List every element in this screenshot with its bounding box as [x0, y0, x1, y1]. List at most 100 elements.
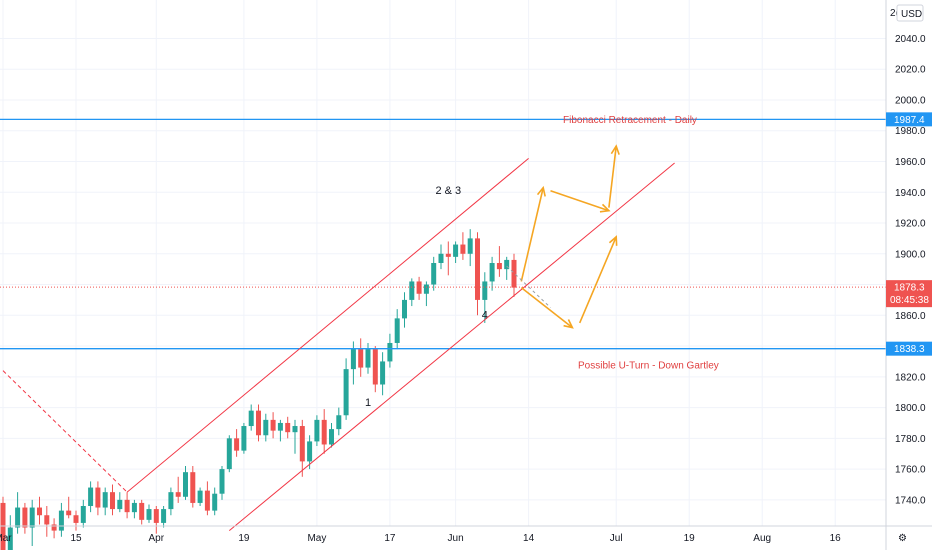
candle-body — [226, 438, 232, 470]
candle-up — [504, 256, 510, 280]
candle-up — [453, 241, 459, 263]
y-tick-label: 1980.0 — [895, 126, 926, 137]
projection-arrow[interactable] — [578, 236, 617, 324]
drawing-overlay: Fibonacci Retracement - Daily Possible U-… — [0, 115, 886, 531]
candle-body — [88, 487, 94, 507]
candle-up — [131, 499, 137, 519]
candle-body — [402, 299, 407, 319]
candle-up — [431, 256, 437, 291]
time-axis[interactable]: Mar 15 Apr 19 May 17 Jun 14 Jul 19 Aug 16 ⚙ — [0, 525, 932, 544]
candle-body — [29, 507, 35, 528]
candle-down — [190, 466, 196, 508]
candle-up — [88, 481, 94, 513]
current-price-label: 1878.3 — [894, 283, 925, 294]
channel-line[interactable] — [228, 162, 675, 531]
axis-settings-icon[interactable]: ⚙ — [898, 533, 907, 544]
candle-body — [365, 349, 371, 368]
fibonacci-annotation: Fibonacci Retracement - Daily — [563, 115, 697, 126]
candle-up — [336, 407, 342, 436]
candle-body — [190, 472, 196, 503]
candle-body — [394, 318, 400, 343]
y-tick-label: 2020.0 — [895, 65, 926, 76]
projection-arrow[interactable] — [608, 146, 617, 208]
candle-up — [292, 419, 298, 454]
candle-body — [489, 263, 495, 282]
x-tick-label: 17 — [384, 533, 396, 544]
price-axis[interactable]: 1740.01760.01780.01800.01820.01840.01860… — [885, 0, 932, 550]
candle-body — [183, 472, 188, 497]
candle-body — [22, 507, 28, 528]
candle-body — [343, 369, 349, 416]
x-tick-label: Apr — [149, 533, 165, 544]
candle-up — [146, 504, 152, 523]
candle-up — [387, 333, 393, 368]
candle-down — [175, 476, 181, 503]
candle-body — [475, 238, 480, 300]
candle-body — [131, 502, 137, 513]
y-tick-label: 1920.0 — [895, 219, 926, 230]
y-tick-label: 2000.0 — [895, 95, 926, 106]
candle-body — [496, 263, 502, 270]
candle-up — [29, 499, 35, 546]
candle-up — [197, 487, 203, 507]
candle-down — [95, 481, 101, 516]
projection-arrow[interactable] — [520, 187, 544, 282]
projection-arrow-head — [599, 203, 611, 213]
candle-down — [153, 506, 159, 534]
candle-body — [285, 422, 291, 433]
candle-up — [489, 256, 495, 291]
candle-body — [44, 515, 50, 525]
projection-arrow-head — [563, 319, 574, 329]
projection-arrow[interactable] — [550, 189, 610, 212]
candle-down — [321, 409, 327, 454]
candle-up — [226, 435, 232, 473]
candle-up — [212, 487, 218, 516]
candle-up — [329, 422, 334, 448]
candle-body — [95, 487, 101, 508]
candle-body — [387, 342, 393, 362]
candle-body — [380, 361, 386, 385]
x-tick-label: Jun — [448, 533, 464, 544]
candle-down — [66, 496, 72, 519]
candle-body — [15, 507, 21, 528]
dashed-path-line — [506, 265, 551, 308]
candle-body — [263, 419, 269, 436]
projection-arrow[interactable] — [520, 286, 573, 329]
currency-button[interactable] — [896, 4, 924, 22]
candle-body — [110, 492, 115, 510]
candle-body — [146, 509, 152, 520]
candle-up — [277, 419, 283, 442]
candle-body — [102, 492, 108, 508]
candle-body — [482, 281, 488, 300]
y-tick-label: 1860.0 — [895, 311, 926, 322]
channel-line[interactable] — [126, 158, 529, 493]
candle-body — [73, 515, 79, 523]
candle-up — [307, 435, 313, 470]
candle-body — [161, 509, 167, 523]
x-tick-label: 19 — [684, 533, 696, 544]
candle-body — [511, 259, 517, 288]
candle-body — [460, 244, 466, 254]
current-price-badge — [886, 280, 932, 308]
candle-body — [51, 524, 57, 531]
x-tick-label: Mar — [0, 533, 12, 544]
candle-body — [321, 419, 327, 445]
candle-up — [241, 422, 247, 454]
price-line-badge-label: 1987.4 — [894, 115, 925, 126]
candle-down — [358, 338, 364, 377]
y-tick-label: 1960.0 — [895, 157, 926, 168]
candle-down — [139, 499, 145, 525]
candle-body — [37, 507, 42, 516]
candle-down — [51, 518, 57, 539]
dashed-trend-line[interactable] — [2, 370, 128, 493]
candle-body — [467, 238, 473, 254]
candle-body — [7, 527, 13, 550]
projection-arrow-head — [608, 235, 618, 246]
candle-down — [22, 502, 28, 534]
candle-down — [124, 492, 130, 519]
candle-body — [256, 410, 261, 436]
candle-body — [153, 509, 159, 523]
candle-down — [372, 346, 378, 393]
candle-body — [423, 284, 429, 294]
candle-up — [482, 272, 488, 323]
